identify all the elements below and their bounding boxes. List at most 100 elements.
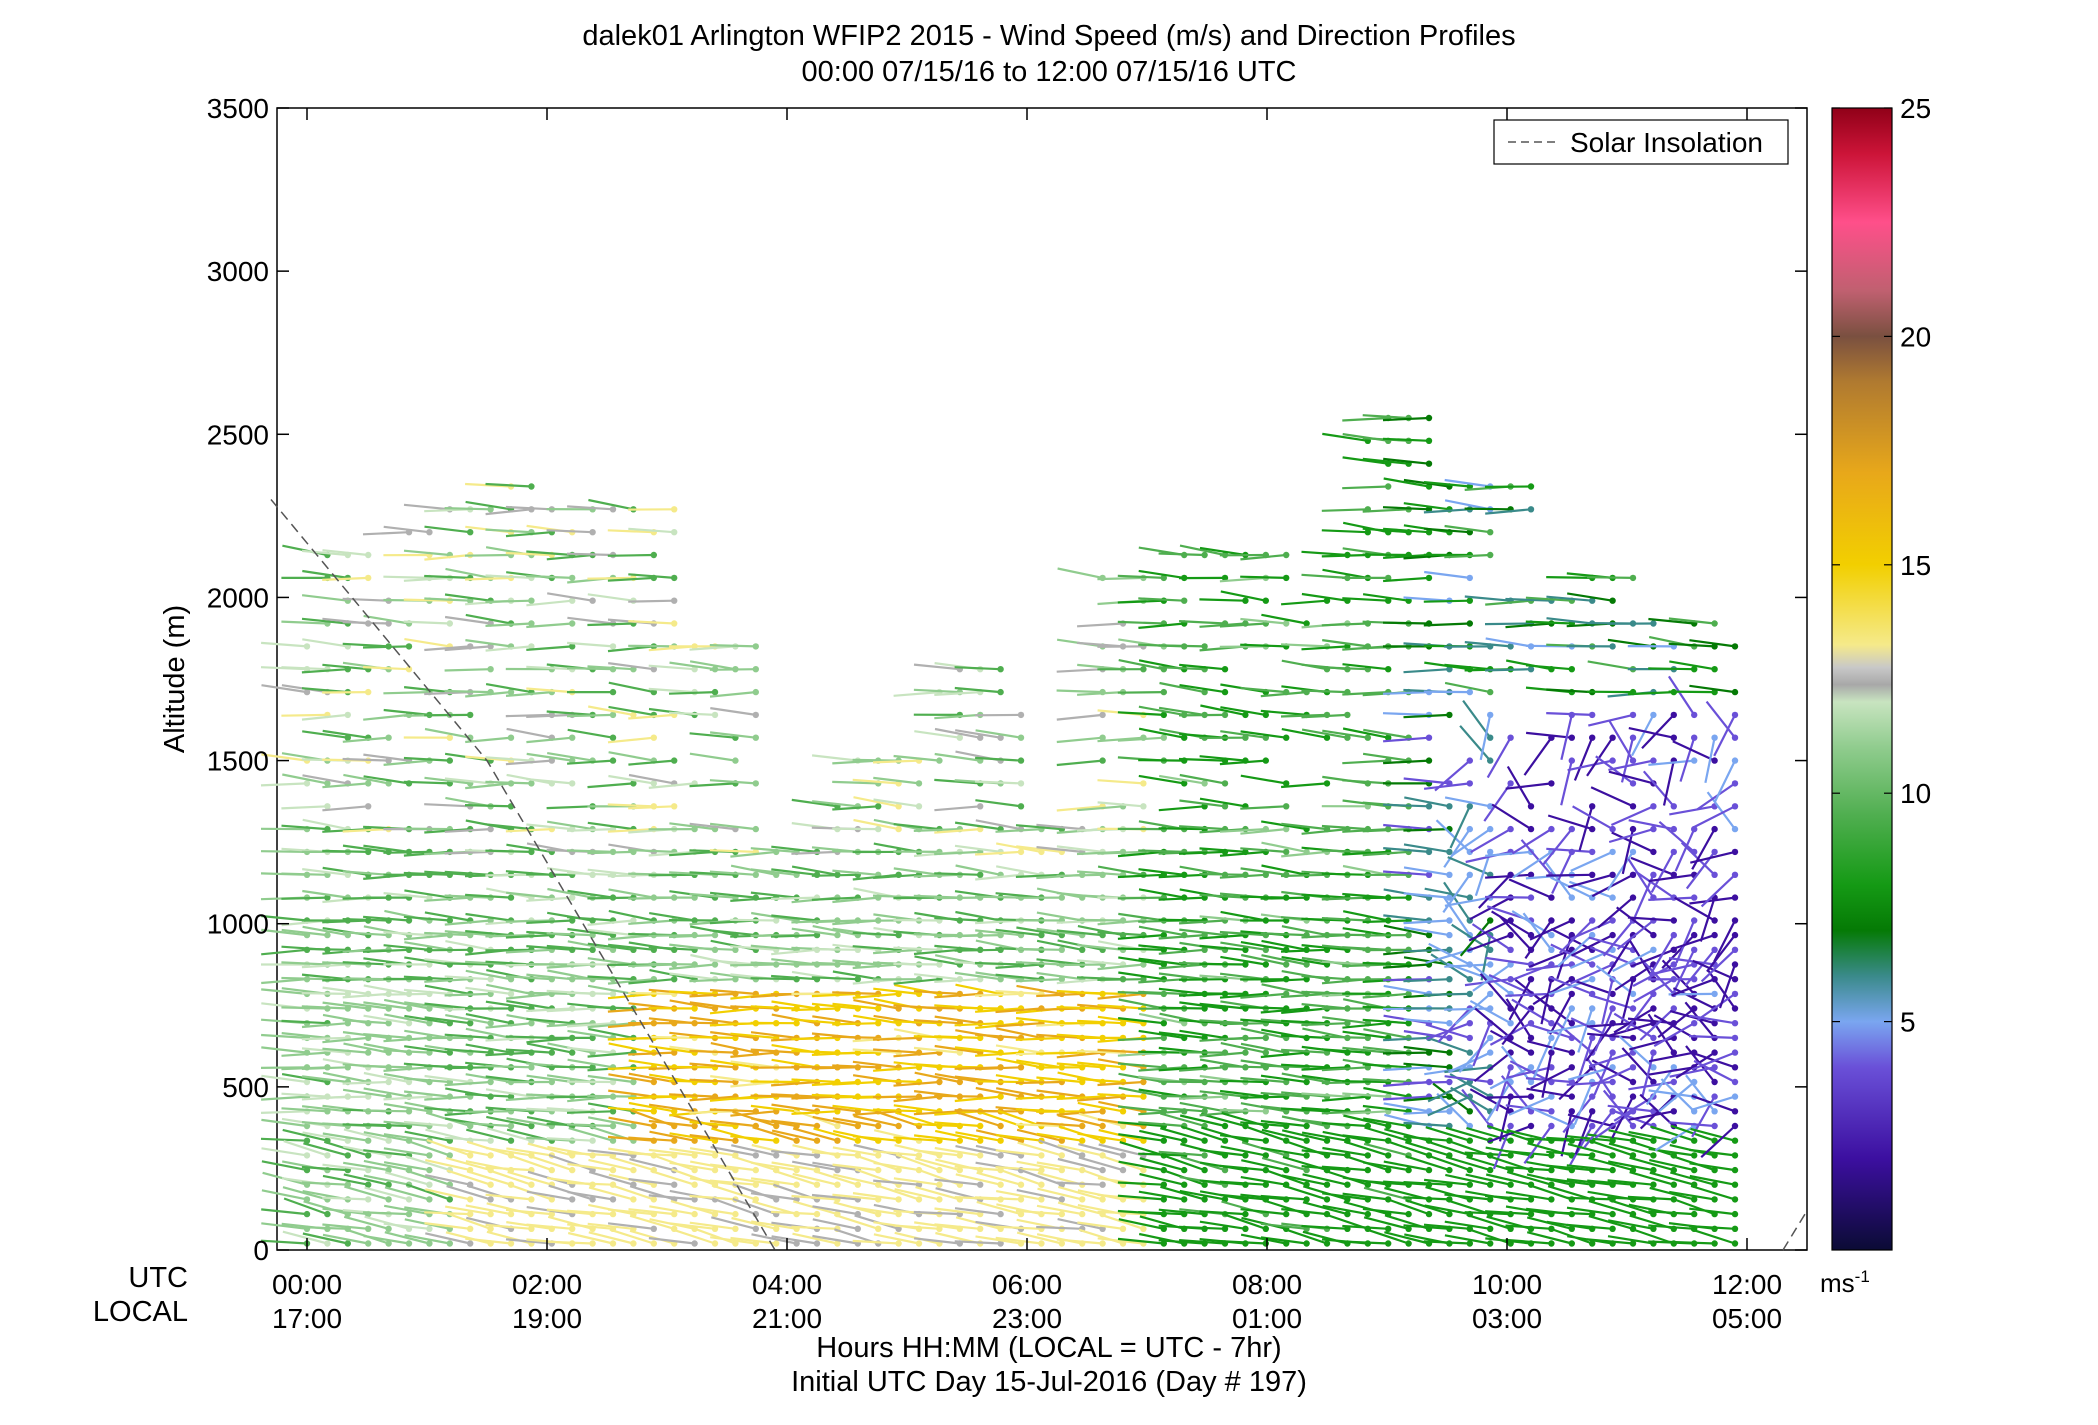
wind-barb-line [771, 1119, 818, 1128]
wind-barb-dot [405, 666, 413, 673]
wind-barb-dot [997, 666, 1004, 673]
wind-barb-dot [1017, 803, 1025, 810]
wind-barb-line [1199, 872, 1246, 876]
wind-barb-dot [956, 1078, 963, 1086]
wind-barb-line [588, 1186, 634, 1201]
wind-barb-line [995, 1087, 1042, 1098]
wind-barb-line [1199, 962, 1246, 966]
wind-barb-line [363, 775, 410, 785]
wind-barb-line [750, 977, 797, 981]
wind-barb-line [505, 1107, 552, 1113]
wind-barb-line [424, 574, 471, 579]
wind-barb-dot [650, 734, 657, 741]
wind-barb-line [587, 868, 634, 876]
wind-barb-line [363, 1174, 410, 1186]
wind-barb-line [607, 1222, 654, 1230]
wind-barb-line [403, 1090, 450, 1098]
colorbar-tick-label: 10 [1900, 778, 1931, 809]
wind-barb-line [301, 713, 348, 721]
wind-barb-line [607, 943, 654, 951]
wind-barb-dot [1711, 1122, 1718, 1130]
wind-barb-dot [1711, 1196, 1718, 1203]
wind-barb-line [730, 1176, 777, 1186]
wind-barb-dot [834, 1122, 841, 1130]
wind-barb-line [404, 1029, 450, 1039]
wind-barb-dot [1283, 620, 1290, 627]
wind-barb-line [975, 1086, 1022, 1098]
wind-barb-line [507, 1170, 553, 1186]
wind-barb-dot [609, 711, 617, 719]
wind-barb-line [974, 895, 1022, 899]
wind-barb-line [445, 567, 491, 579]
wind-barb-line [832, 1163, 879, 1172]
wind-barb-line [995, 1225, 1042, 1230]
wind-barb-dot [711, 931, 719, 939]
wind-barb-dot [344, 1152, 351, 1159]
wind-barb-line [1662, 760, 1675, 806]
wind-barb-line [465, 500, 512, 511]
wind-barb-line [566, 828, 614, 832]
wind-barb-line [771, 1150, 818, 1157]
wind-barb-dot [1487, 1078, 1494, 1086]
wind-barb-line [424, 1107, 471, 1113]
wind-barb-line [608, 1073, 654, 1084]
wind-barb-line [505, 1238, 552, 1245]
wind-barb-dot [1711, 871, 1718, 878]
wind-barb-dot [711, 688, 719, 696]
x-tick-label-utc: 02:00 [512, 1269, 582, 1300]
wind-barb-line [609, 1155, 655, 1172]
wind-barb-dot [1731, 1020, 1739, 1027]
wind-barb-line [526, 574, 573, 579]
wind-barb-dot [1181, 1196, 1188, 1203]
wind-barb-dot [1446, 1166, 1453, 1174]
wind-barb-dot [1711, 848, 1718, 856]
wind-barb-line [1321, 1035, 1368, 1039]
wind-barb-line [689, 1078, 736, 1084]
wind-barb-line [1423, 690, 1470, 694]
wind-barb-line [913, 973, 960, 981]
wind-barb-line [261, 1118, 308, 1128]
wind-barb-line [853, 1014, 899, 1025]
wind-barb-dot [977, 1225, 984, 1233]
wind-barb-line [914, 1071, 961, 1084]
wind-barb-line [934, 992, 981, 999]
wind-barb-dot [609, 1210, 617, 1218]
wind-barb-dot [365, 1166, 372, 1174]
wind-barb-line [587, 957, 634, 966]
wind-barb-dot [385, 1078, 392, 1086]
wind-barb-line [1118, 1218, 1165, 1230]
wind-barb-line [648, 962, 695, 966]
wind-barb-dot [1650, 757, 1657, 764]
wind-barb-dot [324, 1210, 331, 1218]
wind-barb-dot [630, 1166, 637, 1174]
wind-barb-dot [569, 734, 576, 741]
wind-barb-dot [365, 1225, 372, 1233]
wind-barb-line [913, 688, 960, 694]
wind-barb-line [546, 805, 593, 810]
wind-barb-line [791, 850, 838, 855]
wind-barb-line [1036, 823, 1083, 831]
wind-barb-line [1036, 1204, 1083, 1216]
wind-barb-line [566, 991, 614, 995]
wind-barb-line [771, 1080, 818, 1087]
wind-barb-line [403, 620, 450, 625]
wind-barb-line [526, 1190, 573, 1201]
wind-barb-line [955, 910, 1001, 922]
wind-barb-line [1158, 934, 1205, 940]
wind-barb-dot [895, 1210, 902, 1218]
wind-barb-dot [1058, 1166, 1066, 1174]
wind-barb-line [1077, 943, 1124, 951]
wind-barb-dot [467, 529, 474, 536]
wind-barb-line [485, 948, 532, 952]
wind-barb-line [832, 805, 879, 811]
wind-barb-line [587, 1051, 634, 1058]
wind-barb-line [505, 975, 552, 981]
wind-barb-line [1342, 759, 1389, 765]
wind-barb-line [485, 574, 532, 579]
wind-barb-dot [609, 1166, 617, 1174]
wind-barb-line [301, 549, 348, 557]
wind-barb-dot [446, 1240, 453, 1247]
wind-barb-line [1450, 1086, 1491, 1113]
wind-barb-line [546, 932, 593, 937]
wind-barb-line [1573, 737, 1594, 781]
